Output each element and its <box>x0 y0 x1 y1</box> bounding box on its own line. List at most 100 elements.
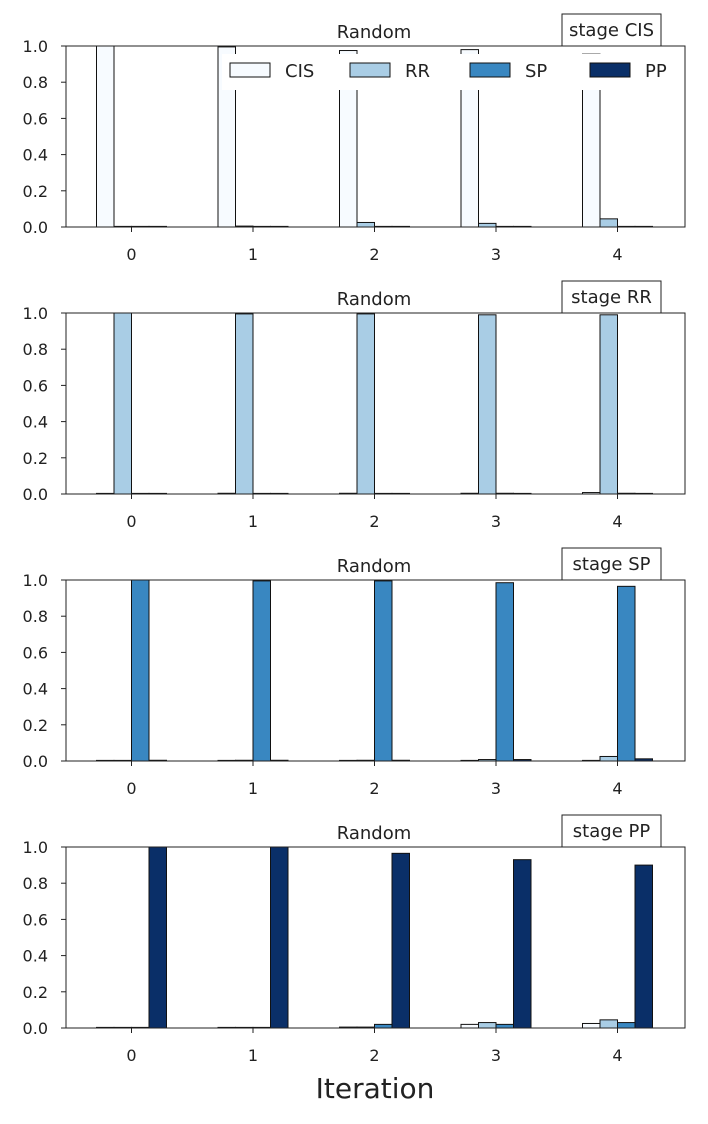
y-tick-label: 0.6 <box>23 910 48 929</box>
bar-rr-4 <box>599 314 618 495</box>
y-tick-label: 0.6 <box>23 643 48 662</box>
y-tick-label: 0.8 <box>23 874 48 893</box>
y-tick-label: 0.8 <box>23 340 48 359</box>
bar-rr-4 <box>599 218 618 228</box>
x-tick-label: 3 <box>491 512 501 531</box>
y-tick-label: 0.6 <box>23 109 48 128</box>
stage-annotation: stage CIS <box>569 20 654 41</box>
legend: CIS RR SP PP <box>222 54 680 90</box>
y-tick-label: 0.4 <box>23 947 48 966</box>
y-tick-label: 0.0 <box>23 752 48 771</box>
bar-sp-3 <box>495 1023 514 1029</box>
figure-xlabel: Iteration <box>316 1072 435 1105</box>
stage-annotation-box <box>561 547 662 581</box>
x-tick-label: 2 <box>369 1046 379 1065</box>
x-tick-label: 1 <box>248 245 258 264</box>
x-tick-label: 4 <box>612 779 622 798</box>
x-tick-label: 0 <box>126 779 136 798</box>
plot-frame <box>65 846 686 1029</box>
plot-frame <box>65 579 686 762</box>
bar-sp-2 <box>374 1023 393 1029</box>
y-tick-label: 0.2 <box>23 716 48 735</box>
bar-rr-1 <box>235 313 254 495</box>
plot-frame <box>65 312 686 495</box>
bar-cis-4 <box>582 1022 601 1029</box>
x-tick-label: 3 <box>491 779 501 798</box>
stage-annotation: stage RR <box>571 287 652 308</box>
bar-rr-3 <box>478 314 497 495</box>
y-tick-label: 1.0 <box>23 37 48 56</box>
stage-annotation-box <box>561 814 662 848</box>
plot-frame <box>65 45 686 228</box>
y-tick-label: 0.0 <box>23 1019 48 1038</box>
bar-rr-3 <box>478 222 497 228</box>
x-tick-label: 3 <box>491 245 501 264</box>
bar-rr-4 <box>599 755 618 762</box>
legend-label-sp: SP <box>525 61 547 82</box>
x-tick-label: 0 <box>126 1046 136 1065</box>
x-tick-label: 3 <box>491 1046 501 1065</box>
bar-sp-2 <box>374 580 393 762</box>
y-tick-label: 0.2 <box>23 983 48 1002</box>
bar-rr-2 <box>356 221 375 228</box>
panel-2: 0.0 0.2 0.4 0.6 0.8 1.0 0 1 2 3 4 Random stage SP <box>23 547 686 798</box>
stage-annotation-box <box>561 13 662 47</box>
legend-label-rr: RR <box>405 61 430 82</box>
y-tick-label: 0.2 <box>23 182 48 201</box>
y-tick-label: 1.0 <box>23 838 48 857</box>
stage-annotation: stage SP <box>573 554 651 575</box>
legend-label-cis: CIS <box>285 61 314 82</box>
x-tick-label: 1 <box>248 1046 258 1065</box>
x-tick-label: 0 <box>126 245 136 264</box>
x-tick-label: 1 <box>248 512 258 531</box>
y-tick-label: 0.4 <box>23 680 48 699</box>
y-tick-label: 0.6 <box>23 376 48 395</box>
x-tick-label: 1 <box>248 779 258 798</box>
bar-cis-0 <box>96 45 115 228</box>
bar-sp-3 <box>495 582 514 762</box>
panel-title: Random <box>337 556 412 577</box>
x-tick-label: 2 <box>369 779 379 798</box>
legend-swatch-cis <box>229 62 271 78</box>
legend-swatch-pp <box>589 62 631 78</box>
x-tick-label: 2 <box>369 512 379 531</box>
bar-rr-4 <box>599 1019 618 1029</box>
x-tick-label: 4 <box>612 512 622 531</box>
panel-3: 0.0 0.2 0.4 0.6 0.8 1.0 0 1 2 3 4 Random stage PP <box>23 814 686 1065</box>
legend-swatch-rr <box>349 62 391 78</box>
y-tick-label: 0.4 <box>23 146 48 165</box>
bar-rr-0 <box>113 312 132 495</box>
bar-cis-3 <box>460 1023 479 1029</box>
panel-title: Random <box>337 289 412 310</box>
bar-pp-2 <box>391 852 410 1029</box>
bar-sp-0 <box>131 579 150 762</box>
bar-pp-3 <box>513 859 532 1029</box>
panel-0: 0.0 0.2 0.4 0.6 0.8 1.0 0 1 2 3 4 Random stage CIS CI… <box>23 13 686 264</box>
stage-annotation-box <box>561 280 662 314</box>
legend-swatch-sp <box>469 62 511 78</box>
bar-rr-3 <box>478 1022 497 1029</box>
panel-1: 0.0 0.2 0.4 0.6 0.8 1.0 0 1 2 3 4 Random stage RR <box>23 280 686 531</box>
y-tick-label: 0.2 <box>23 449 48 468</box>
y-tick-label: 0.8 <box>23 73 48 92</box>
x-tick-label: 2 <box>369 245 379 264</box>
x-tick-label: 0 <box>126 512 136 531</box>
bar-pp-1 <box>270 846 289 1029</box>
x-tick-label: 4 <box>612 1046 622 1065</box>
y-tick-label: 0.0 <box>23 485 48 504</box>
panel-title: Random <box>337 823 412 844</box>
bar-sp-4 <box>617 1022 636 1029</box>
panel-title: Random <box>337 22 412 43</box>
bar-sp-1 <box>252 580 271 762</box>
y-tick-label: 0.8 <box>23 607 48 626</box>
y-tick-label: 0.0 <box>23 218 48 237</box>
stage-annotation: stage PP <box>573 821 651 842</box>
x-tick-label: 4 <box>612 245 622 264</box>
y-tick-label: 1.0 <box>23 304 48 323</box>
legend-label-pp: PP <box>645 61 667 82</box>
bar-pp-4 <box>634 864 653 1029</box>
y-tick-label: 0.4 <box>23 413 48 432</box>
bar-rr-2 <box>356 313 375 495</box>
bar-pp-0 <box>148 846 167 1029</box>
